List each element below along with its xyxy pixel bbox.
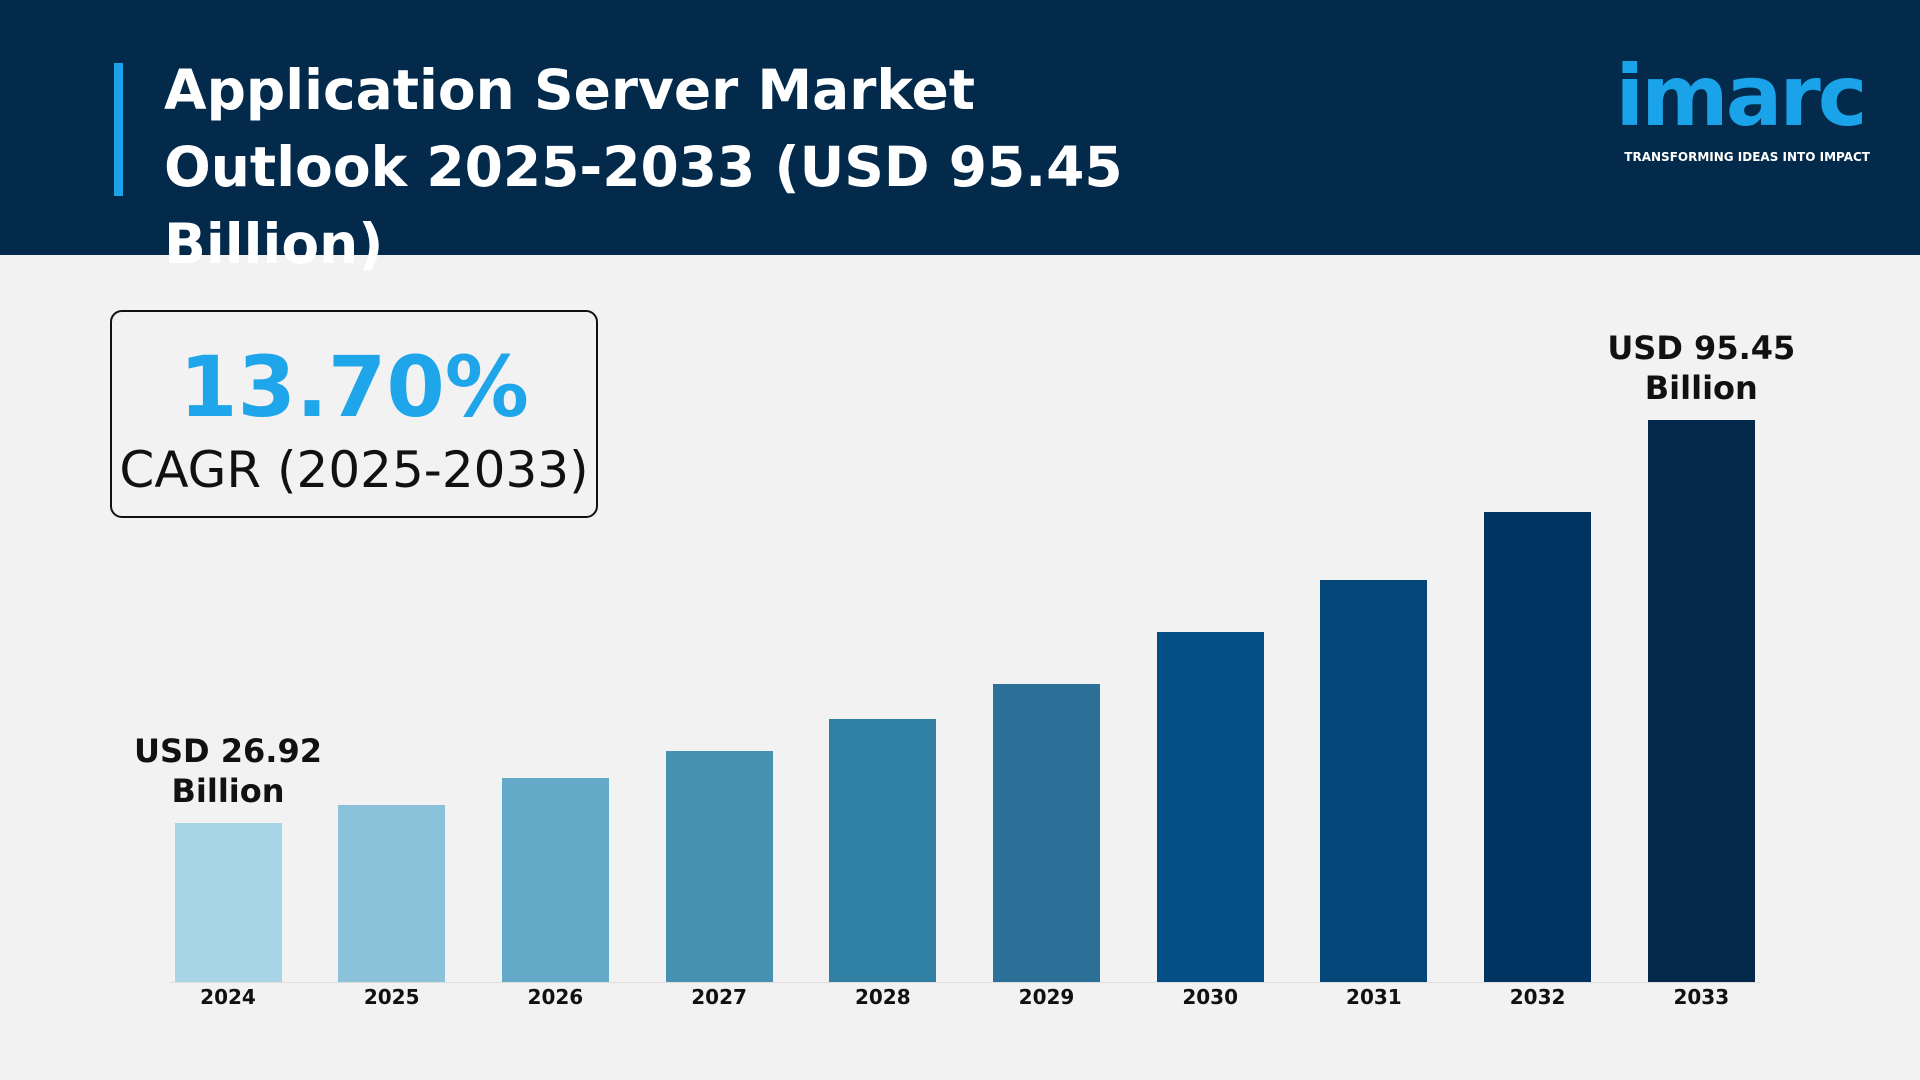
x-tick-label: 2025 [363, 985, 420, 1009]
bar [993, 684, 1100, 982]
bar [829, 719, 937, 982]
cagr-label: CAGR (2025-2033) [119, 441, 589, 499]
title: Application Server Market Outlook 2025-2… [164, 58, 1123, 276]
value-label: USD 95.45 Billion [1607, 329, 1796, 407]
cagr-value: 13.70% [179, 338, 529, 436]
bar [1320, 579, 1428, 982]
bar [1156, 631, 1264, 982]
tagline: TRANSFORMING IDEAS INTO IMPACT [1624, 150, 1870, 164]
x-tick-label: 2032 [1509, 985, 1566, 1009]
x-tick-label: 2026 [527, 985, 584, 1009]
bar [1484, 512, 1592, 982]
value-label: USD 26.92 Billion [134, 732, 322, 811]
x-tick-label: 2027 [691, 985, 747, 1009]
bar [1647, 420, 1755, 982]
bar [174, 823, 282, 982]
x-tick-label: 2033 [1673, 985, 1730, 1009]
x-tick-label: 2024 [200, 985, 256, 1009]
logo: imarc [1615, 47, 1867, 145]
header [0, 0, 1920, 255]
x-tick-label: 2029 [1018, 985, 1075, 1009]
x-tick-label: 2030 [1182, 985, 1239, 1009]
bar [338, 804, 446, 982]
bar [501, 778, 609, 982]
bar [665, 751, 773, 982]
baseline [170, 982, 1760, 983]
x-tick-label: 2031 [1346, 985, 1402, 1009]
cagr-box [110, 310, 598, 518]
accent-bar [114, 63, 123, 196]
x-tick-label: 2028 [854, 985, 911, 1009]
